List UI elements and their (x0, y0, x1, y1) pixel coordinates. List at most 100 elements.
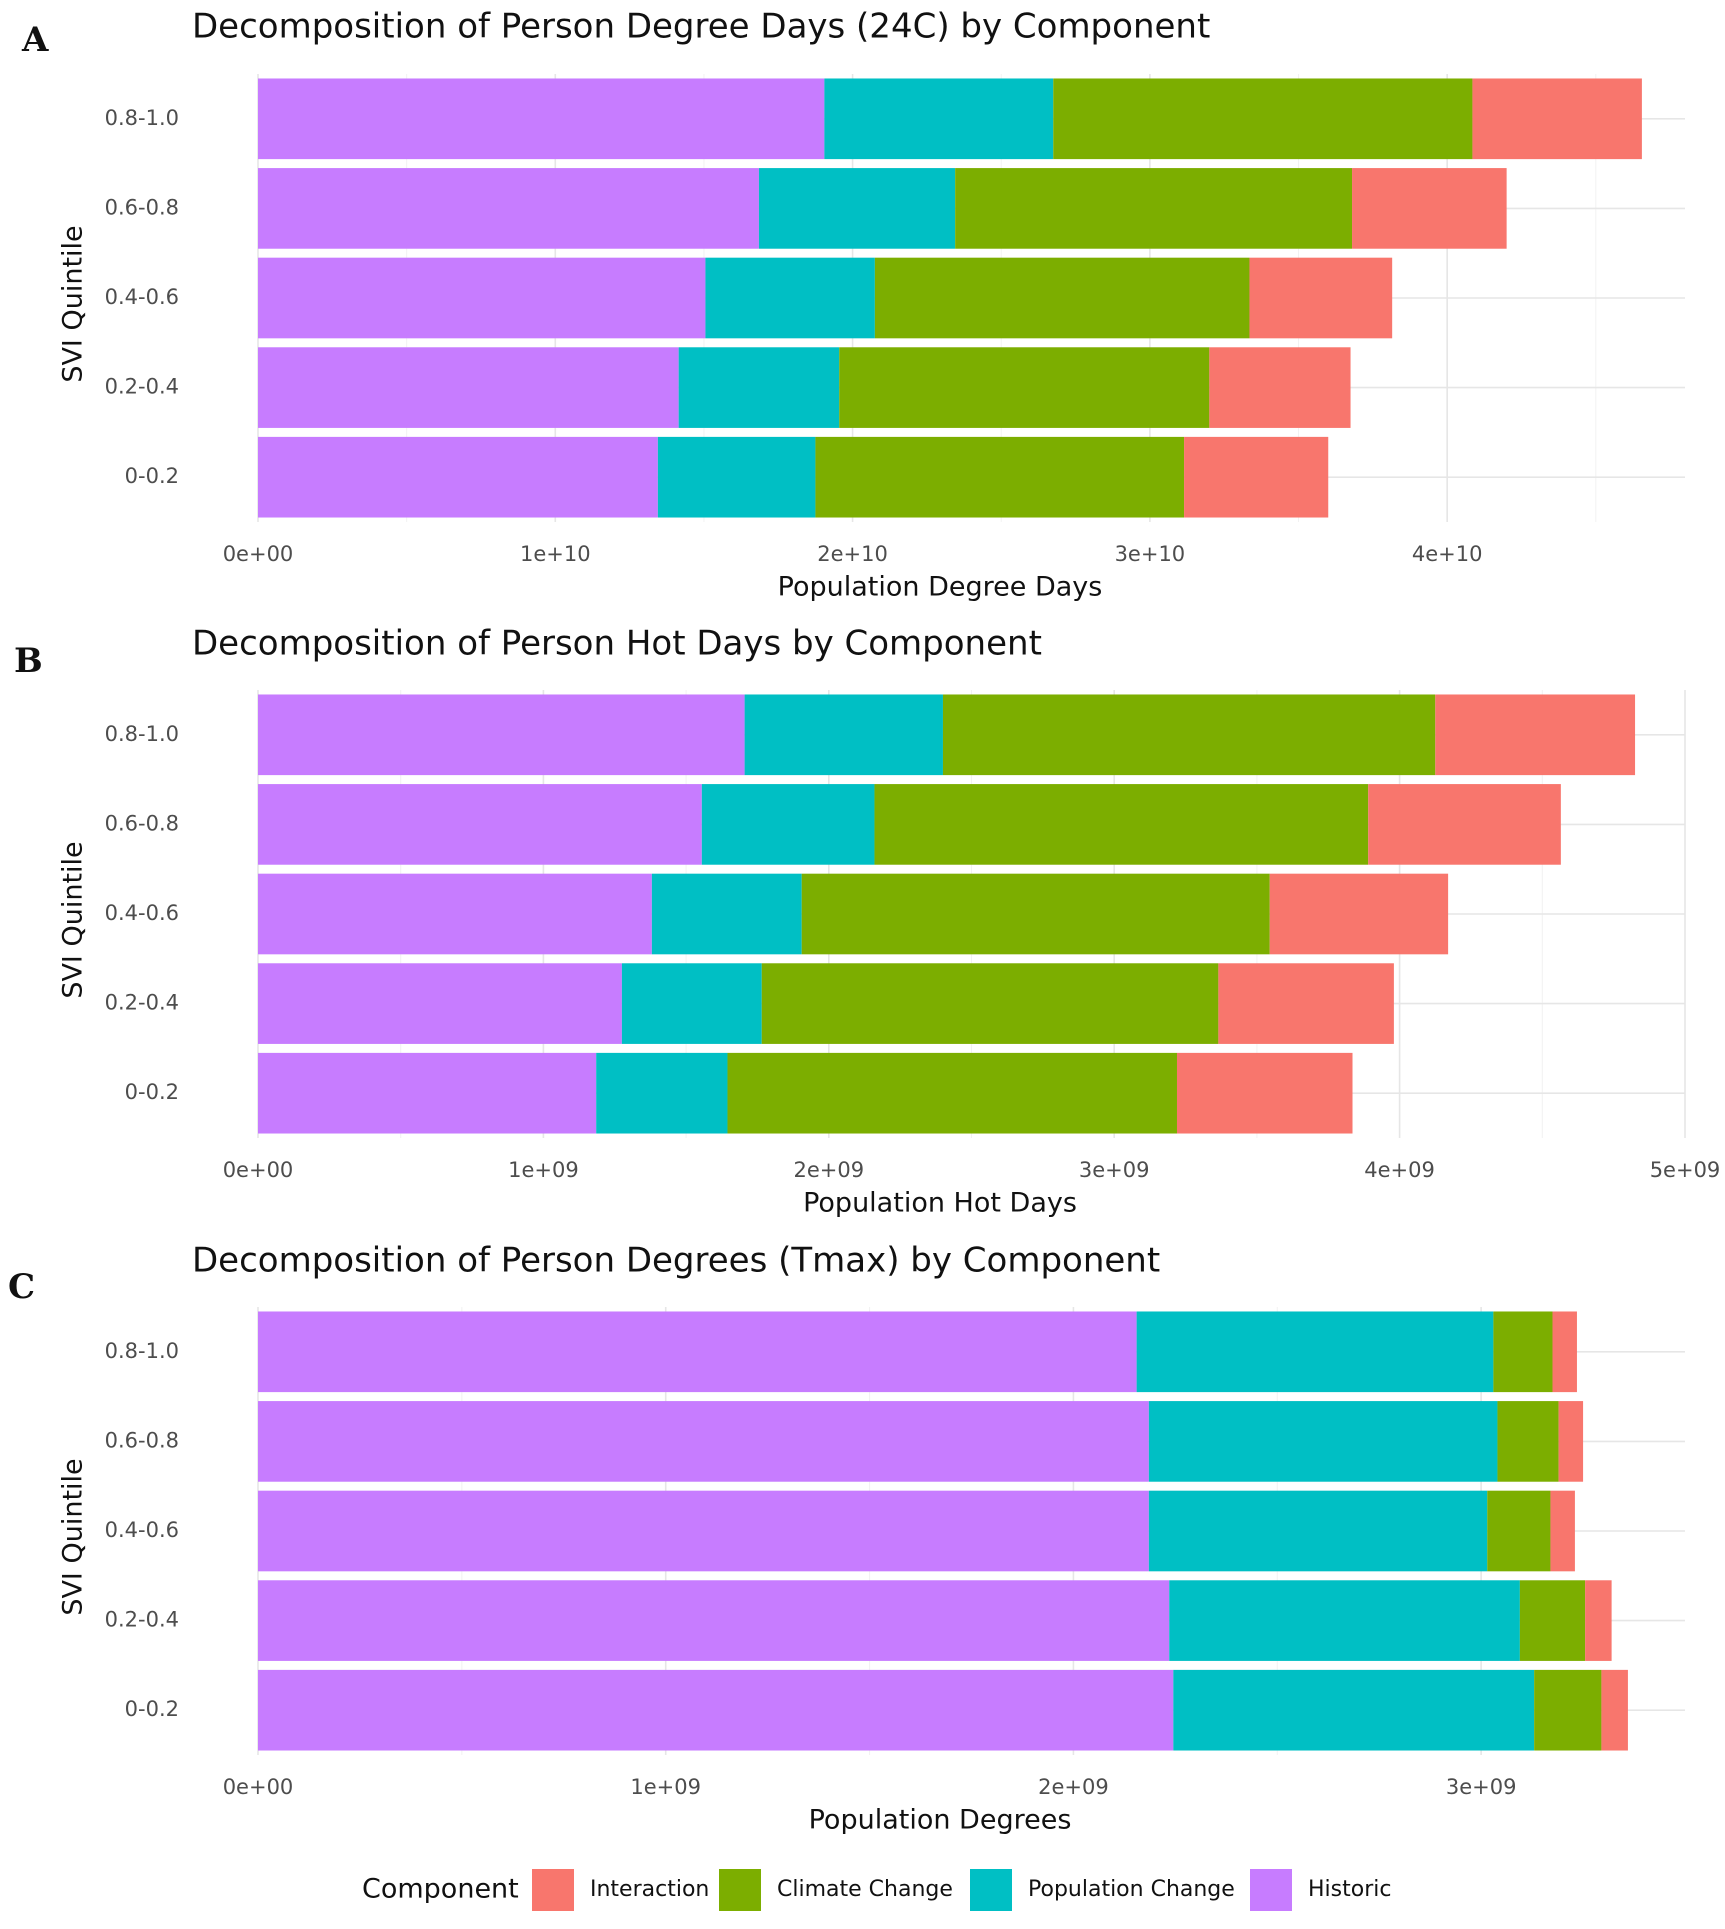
bar-0-4-0-6-interaction (1550, 1490, 1575, 1572)
bar-0-6-0-8-population-change (758, 168, 956, 249)
bar-0-6-0-8-population-change (701, 784, 875, 865)
bar-0-6-0-8-interaction (1558, 1401, 1584, 1482)
y-tick-label: 0-0.2 (125, 464, 179, 488)
y-tick-label: 0.4-0.6 (105, 1518, 179, 1542)
bar-0-6-0-8-climate-change (874, 784, 1369, 865)
panel-letter: C (8, 1267, 35, 1307)
bar-0-6-0-8-population-change (1148, 1401, 1498, 1482)
bar-0-0-2-climate-change (1534, 1669, 1602, 1751)
x-tick-label: 2e+09 (793, 1158, 864, 1182)
x-tick-label: 4e+09 (1364, 1158, 1435, 1182)
y-tick-labels: 0-0.2 0.2-0.4 0.4-0.6 0.6-0.8 0.8-1.0 (105, 1339, 179, 1721)
x-axis-title: Population Degrees (809, 1805, 1072, 1836)
bars (258, 1311, 1628, 1751)
bar-0-2-0-4-historic (258, 1580, 1170, 1661)
bar-0-8-1-0-interaction (1472, 78, 1642, 160)
legend-key (532, 1869, 574, 1911)
bar-0-4-0-6-interaction (1249, 257, 1393, 339)
bar-0-8-1-0-interaction (1552, 1311, 1577, 1393)
legend-item-interaction: Interaction (532, 1869, 709, 1911)
y-tick-label: 0.4-0.6 (105, 285, 179, 309)
bar-0-4-0-6-climate-change (801, 873, 1270, 955)
bar-0-4-0-6-population-change (705, 257, 875, 339)
bar-0-8-1-0-interaction (1435, 694, 1636, 776)
bar-0-2-0-4-climate-change (761, 963, 1219, 1044)
y-tick-label: 0.2-0.4 (105, 991, 179, 1015)
x-tick-label: 3e+09 (1079, 1158, 1150, 1182)
panel-title: Decomposition of Person Hot Days by Comp… (192, 624, 1042, 664)
y-tick-label: 0-0.2 (125, 1697, 179, 1721)
x-tick-labels: 0e+00 1e+09 2e+09 3e+09 (223, 1775, 1517, 1799)
bar-0-4-0-6-climate-change (1487, 1490, 1551, 1572)
legend-label: Population Change (1028, 1877, 1235, 1902)
bar-0-6-0-8-climate-change (955, 168, 1353, 249)
bar-0-6-0-8-historic (258, 1401, 1149, 1482)
bar-0-2-0-4-population-change (1169, 1580, 1520, 1661)
bar-0-8-1-0-climate-change (942, 694, 1436, 776)
bar-0-0-2-population-change (596, 1052, 728, 1134)
bar-0-2-0-4-historic (258, 963, 622, 1044)
panel-a: A Decomposition of Person Degree Days (24… (21, 7, 1685, 603)
bar-0-2-0-4-population-change (621, 963, 762, 1044)
x-tick-labels: 0e+00 1e+10 2e+10 3e+10 4e+10 (223, 542, 1483, 566)
bar-0-4-0-6-historic (258, 257, 706, 339)
x-tick-label: 2e+09 (1038, 1775, 1109, 1799)
legend-item-population-change: Population Change (970, 1869, 1235, 1911)
bar-0-0-2-interaction (1184, 436, 1329, 518)
x-tick-label: 2e+10 (817, 542, 888, 566)
panel-title: Decomposition of Person Degrees (Tmax) b… (192, 1241, 1160, 1281)
y-tick-label: 0.6-0.8 (105, 811, 179, 835)
x-tick-label: 1e+09 (630, 1775, 701, 1799)
bar-0-4-0-6-population-change (651, 873, 802, 955)
x-tick-label: 1e+10 (520, 542, 591, 566)
legend-key (970, 1869, 1012, 1911)
bar-0-2-0-4-climate-change (1519, 1580, 1586, 1661)
bars (258, 694, 1636, 1134)
bar-0-6-0-8-interaction (1352, 168, 1507, 249)
legend-label: Historic (1308, 1877, 1391, 1902)
bar-0-8-1-0-population-change (824, 78, 1054, 160)
bar-0-8-1-0-climate-change (1493, 1311, 1553, 1393)
y-tick-label: 0.6-0.8 (105, 195, 179, 219)
y-tick-label: 0.2-0.4 (105, 375, 179, 399)
bar-0-8-1-0-historic (258, 78, 825, 160)
bar-0-0-2-historic (258, 1052, 597, 1134)
panel-b: B Decomposition of Person Hot Days by Com… (14, 624, 1720, 1219)
bar-0-0-2-interaction (1176, 1052, 1353, 1134)
legend-label: Climate Change (777, 1877, 953, 1902)
x-tick-label: 1e+09 (508, 1158, 579, 1182)
bar-0-0-2-climate-change (815, 436, 1185, 518)
bar-0-4-0-6-historic (258, 1490, 1149, 1572)
bar-0-8-1-0-climate-change (1053, 78, 1473, 160)
panel-title: Decomposition of Person Degree Days (24C… (192, 7, 1210, 47)
bar-0-2-0-4-historic (258, 347, 679, 428)
x-axis-title: Population Degree Days (778, 572, 1103, 603)
y-tick-label: 0.8-1.0 (105, 722, 179, 746)
bar-0-6-0-8-historic (258, 784, 702, 865)
bar-0-6-0-8-historic (258, 168, 759, 249)
bar-0-2-0-4-interaction (1218, 963, 1394, 1044)
y-tick-label: 0.8-1.0 (105, 1339, 179, 1363)
x-tick-label: 0e+00 (223, 542, 294, 566)
panel-letter: B (14, 641, 43, 681)
bar-0-2-0-4-population-change (678, 347, 840, 428)
x-axis-title: Population Hot Days (803, 1188, 1077, 1219)
x-tick-label: 0e+00 (223, 1775, 294, 1799)
x-tick-label: 4e+10 (1412, 542, 1483, 566)
panels: A Decomposition of Person Degree Days (24… (8, 7, 1720, 1836)
y-tick-label: 0-0.2 (125, 1080, 179, 1104)
y-axis-title: SVI Quintile (58, 225, 89, 382)
bar-0-4-0-6-climate-change (874, 257, 1250, 339)
bar-0-6-0-8-interaction (1368, 784, 1561, 865)
bar-0-0-2-historic (258, 436, 658, 518)
y-tick-label: 0.4-0.6 (105, 901, 179, 925)
legend: Component Interaction Climate Change Popula… (362, 1869, 1391, 1911)
bar-0-0-2-population-change (1173, 1669, 1535, 1751)
bar-0-0-2-climate-change (727, 1052, 1177, 1134)
bar-0-8-1-0-historic (258, 1311, 1137, 1393)
y-tick-label: 0.8-1.0 (105, 106, 179, 130)
bar-0-8-1-0-historic (258, 694, 745, 776)
bar-0-4-0-6-population-change (1148, 1490, 1488, 1572)
y-axis-title: SVI Quintile (58, 1458, 89, 1615)
legend-title: Component (362, 1874, 519, 1905)
